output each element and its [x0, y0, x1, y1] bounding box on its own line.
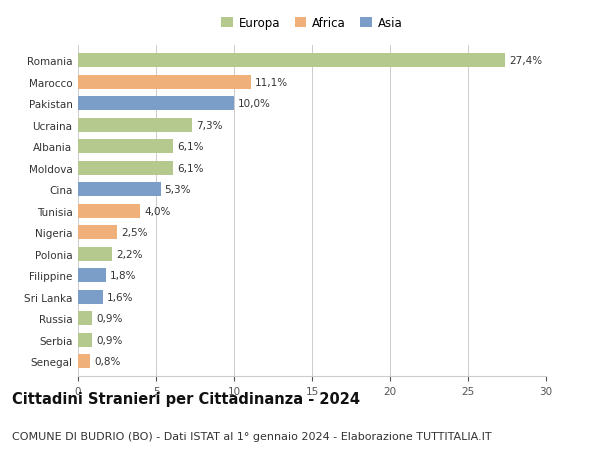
Bar — [78, 118, 192, 132]
Text: Cittadini Stranieri per Cittadinanza - 2024: Cittadini Stranieri per Cittadinanza - 2… — [12, 391, 360, 406]
Bar — [78, 54, 505, 68]
Text: 11,1%: 11,1% — [255, 78, 288, 87]
Bar — [78, 226, 117, 240]
Text: 6,1%: 6,1% — [177, 163, 203, 173]
Text: 2,5%: 2,5% — [121, 228, 148, 238]
Text: 27,4%: 27,4% — [509, 56, 542, 66]
Text: 4,0%: 4,0% — [145, 206, 170, 216]
Text: 5,3%: 5,3% — [164, 185, 191, 195]
Text: 2,2%: 2,2% — [116, 249, 143, 259]
Bar — [78, 269, 106, 282]
Text: 6,1%: 6,1% — [177, 142, 203, 152]
Bar — [78, 75, 251, 90]
Text: COMUNE DI BUDRIO (BO) - Dati ISTAT al 1° gennaio 2024 - Elaborazione TUTTITALIA.: COMUNE DI BUDRIO (BO) - Dati ISTAT al 1°… — [12, 431, 491, 441]
Legend: Europa, Africa, Asia: Europa, Africa, Asia — [218, 13, 406, 34]
Bar — [78, 161, 173, 175]
Bar — [78, 333, 92, 347]
Text: 1,6%: 1,6% — [107, 292, 133, 302]
Bar — [78, 290, 103, 304]
Text: 1,8%: 1,8% — [110, 270, 136, 280]
Bar — [78, 247, 112, 261]
Bar — [78, 312, 92, 325]
Text: 10,0%: 10,0% — [238, 99, 271, 109]
Text: 0,8%: 0,8% — [94, 356, 121, 366]
Text: 0,9%: 0,9% — [96, 313, 122, 324]
Text: 0,9%: 0,9% — [96, 335, 122, 345]
Text: 7,3%: 7,3% — [196, 120, 222, 130]
Bar — [78, 354, 91, 368]
Bar — [78, 97, 234, 111]
Bar — [78, 204, 140, 218]
Bar — [78, 140, 173, 154]
Bar — [78, 183, 161, 196]
